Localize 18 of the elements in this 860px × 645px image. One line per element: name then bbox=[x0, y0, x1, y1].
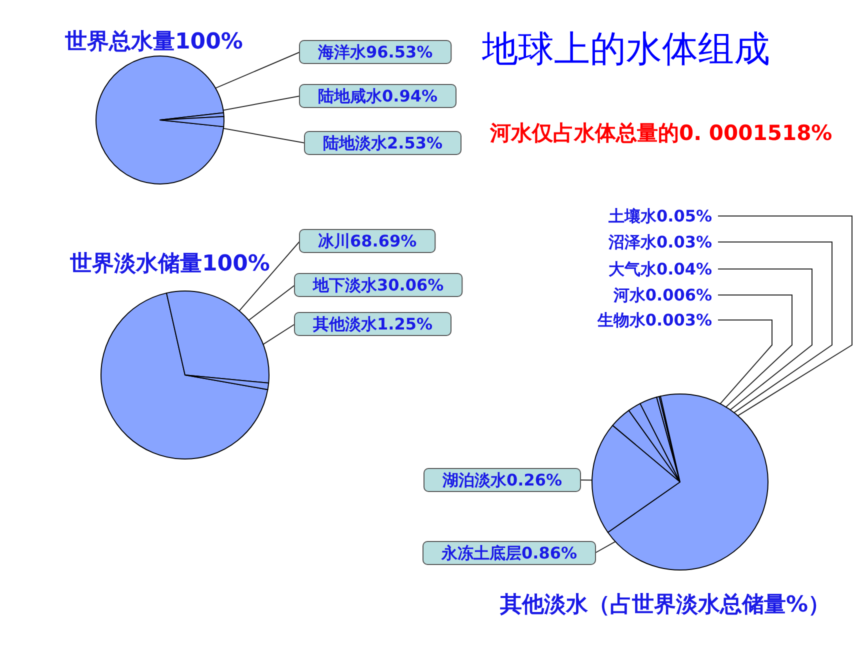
slice-label: 永冻土底层0.86% bbox=[440, 544, 577, 562]
text: 世界淡水储量100% bbox=[69, 252, 270, 276]
slice-label: 沼泽水0.03% bbox=[607, 232, 712, 252]
slice-label: 地下淡水30.06% bbox=[312, 276, 444, 294]
slice-label: 冰川68.69% bbox=[318, 232, 417, 250]
slice-label: 湖泊淡水0.26% bbox=[441, 470, 562, 490]
slice-label: 陆地咸水0.94% bbox=[318, 86, 438, 106]
slice-label: 大气水0.04% bbox=[608, 260, 712, 278]
slice-label: 河水0.006% bbox=[612, 286, 712, 304]
text: 地球上的水体组成 bbox=[482, 28, 770, 72]
slice-label: 其他淡水1.25% bbox=[312, 314, 433, 334]
slice-label: 生物水0.003% bbox=[596, 310, 712, 330]
slice-label: 陆地淡水2.53% bbox=[323, 134, 443, 152]
text: 河水仅占水体总量的0. 0001518% bbox=[490, 120, 832, 146]
slice-label: 土壤水0.05% bbox=[607, 206, 712, 226]
text: 其他淡水（占世界淡水总储量%） bbox=[499, 592, 830, 618]
slice-label: 海洋水96.53% bbox=[317, 42, 433, 62]
chart-title: 世界总水量100% bbox=[64, 30, 243, 54]
